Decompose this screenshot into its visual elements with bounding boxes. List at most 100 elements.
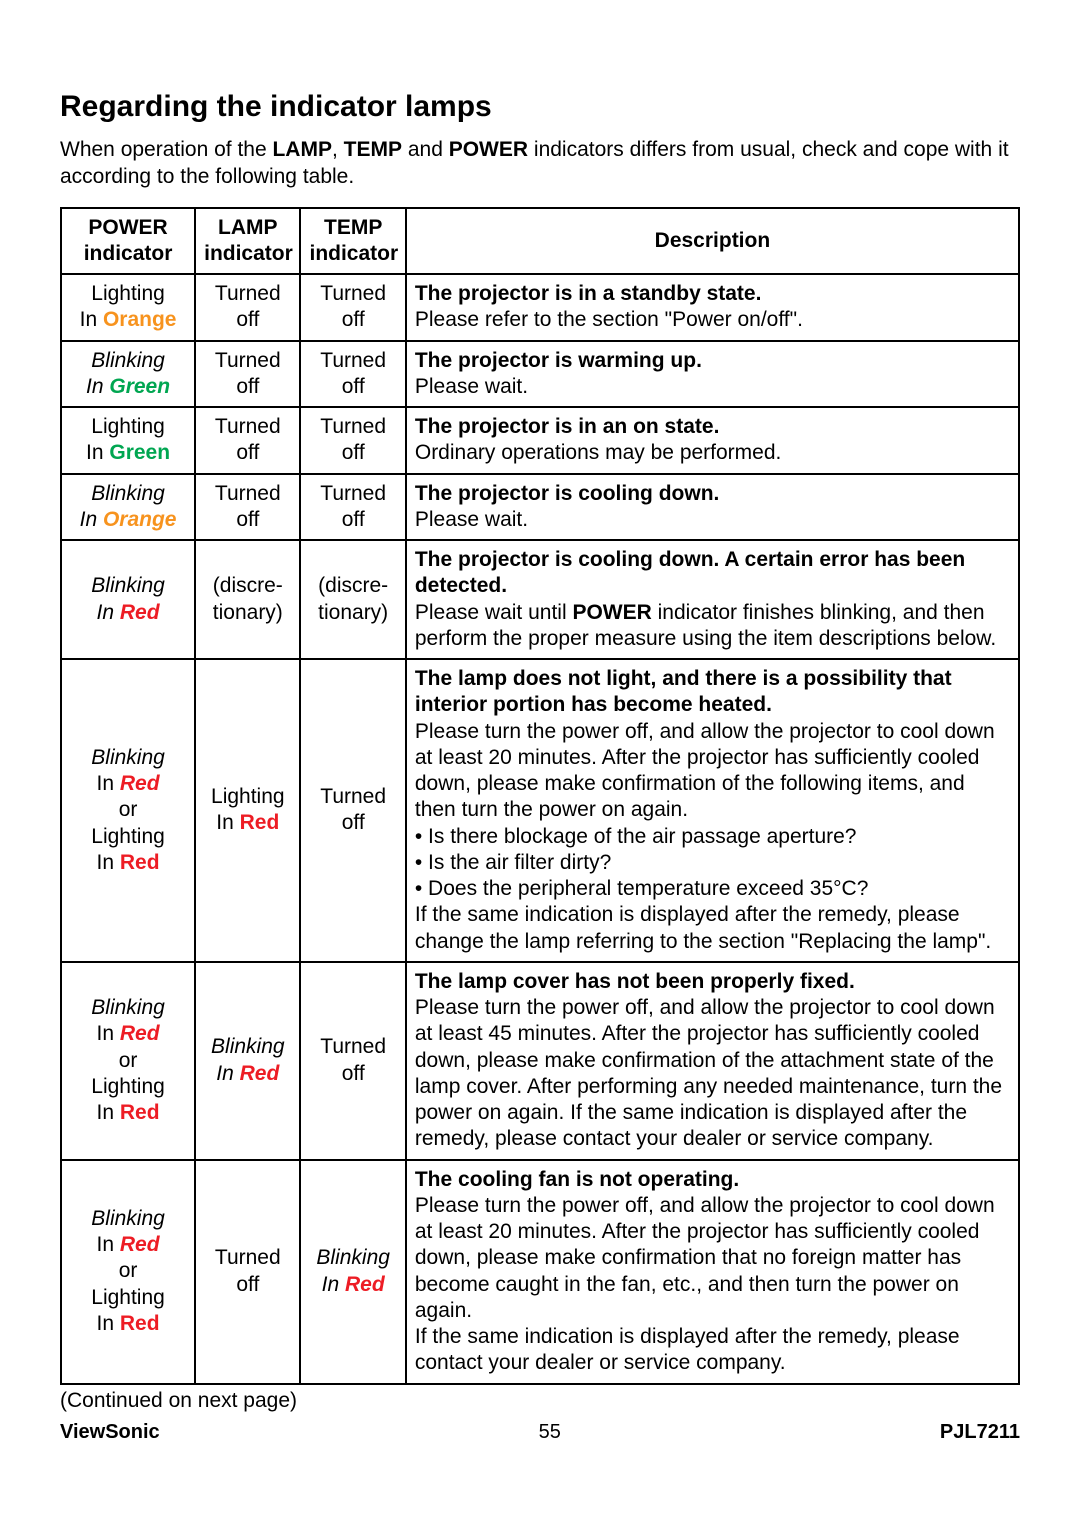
- power-state: Blinking: [91, 1207, 165, 1230]
- temp-cell: (discre-tionary): [300, 540, 405, 659]
- lamp-cell: Lighting In Red: [195, 659, 300, 962]
- lamp-cell: Blinking In Red: [195, 962, 300, 1160]
- power-color: Green: [109, 441, 170, 464]
- intro-text: When operation of the: [60, 138, 272, 161]
- power-color: Red: [120, 1233, 160, 1256]
- power-color: Red: [120, 851, 160, 874]
- power-state: Lighting: [91, 415, 165, 438]
- power-cell: Blinking In Red or Lighting In Red: [61, 962, 195, 1160]
- power-color: Red: [120, 1101, 160, 1124]
- power-state: Lighting: [91, 1286, 165, 1309]
- lamp-color: Red: [240, 1062, 280, 1085]
- power-color: Red: [120, 772, 160, 795]
- desc-text: Ordinary operations may be performed.: [415, 441, 782, 464]
- temp-cell: Turned off: [300, 274, 405, 341]
- desc-bold: The lamp cover has not been properly fix…: [415, 970, 855, 993]
- lamp-prefix: In: [216, 1062, 239, 1085]
- power-prefix: In: [97, 1233, 120, 1256]
- power-prefix: In: [97, 772, 120, 795]
- temp-cell: Turned off: [300, 474, 405, 541]
- power-prefix: In: [80, 508, 103, 531]
- power-color: Red: [120, 1312, 160, 1335]
- desc-bold: The projector is cooling down. A certain…: [415, 548, 965, 597]
- desc-text: Please turn the power off, and allow the…: [415, 1194, 995, 1375]
- power-cell: Lighting In Green: [61, 407, 195, 474]
- desc-bold: The lamp does not light, and there is a …: [415, 667, 952, 716]
- power-state: Lighting: [91, 825, 165, 848]
- lamp-cell: Turned off: [195, 341, 300, 408]
- description-cell: The cooling fan is not operating. Please…: [406, 1160, 1019, 1384]
- temp-cell: Turned off: [300, 659, 405, 962]
- intro-sep: and: [402, 138, 449, 161]
- temp-cell: Blinking In Red: [300, 1160, 405, 1384]
- power-cell: Blinking In Green: [61, 341, 195, 408]
- table-header-row: POWER indicator LAMP indicator TEMP indi…: [61, 208, 1019, 275]
- power-or: or: [119, 1259, 138, 1282]
- power-cell: Lighting In Orange: [61, 274, 195, 341]
- power-color: Green: [109, 375, 170, 398]
- intro-sep: ,: [332, 138, 344, 161]
- desc-bold: The cooling fan is not operating.: [415, 1168, 739, 1191]
- desc-text: Please refer to the section "Power on/of…: [415, 308, 803, 331]
- lamp-cell: Turned off: [195, 474, 300, 541]
- power-prefix: In: [97, 1101, 120, 1124]
- power-prefix: In: [86, 441, 109, 464]
- description-cell: The projector is cooling down. Please wa…: [406, 474, 1019, 541]
- table-row: Blinking In Green Turned off Turned off …: [61, 341, 1019, 408]
- temp-cell: Turned off: [300, 407, 405, 474]
- power-state: Blinking: [91, 996, 165, 1019]
- lamp-cell: Turned off: [195, 274, 300, 341]
- lamp-cell: Turned off: [195, 407, 300, 474]
- power-cell: Blinking In Orange: [61, 474, 195, 541]
- temp-state: Blinking: [316, 1246, 390, 1269]
- description-cell: The lamp cover has not been properly fix…: [406, 962, 1019, 1160]
- lamp-state: Blinking: [211, 1035, 285, 1058]
- power-cell: Blinking In Red: [61, 540, 195, 659]
- indicator-table: POWER indicator LAMP indicator TEMP indi…: [60, 207, 1020, 1385]
- header-power: POWER indicator: [61, 208, 195, 275]
- power-state: Blinking: [91, 349, 165, 372]
- power-prefix: In: [86, 375, 109, 398]
- header-lamp: LAMP indicator: [195, 208, 300, 275]
- table-row: Blinking In Orange Turned off Turned off…: [61, 474, 1019, 541]
- footer-brand: ViewSonic: [60, 1421, 160, 1444]
- power-or: or: [119, 1049, 138, 1072]
- desc-text: Please turn the power off, and allow the…: [415, 720, 995, 953]
- lamp-cell: Turned off: [195, 1160, 300, 1384]
- power-state: Blinking: [91, 746, 165, 769]
- intro-lamp: LAMP: [272, 138, 332, 161]
- desc-bold: The projector is in a standby state.: [415, 282, 762, 305]
- desc-text: Please wait.: [415, 375, 528, 398]
- power-prefix: In: [97, 601, 120, 624]
- lamp-state: Lighting: [211, 785, 285, 808]
- power-color: Orange: [103, 308, 177, 331]
- temp-prefix: In: [322, 1273, 345, 1296]
- footer-model: PJL7211: [940, 1421, 1020, 1444]
- power-prefix: In: [97, 1312, 120, 1335]
- desc-bold: The projector is cooling down.: [415, 482, 720, 505]
- intro-power: POWER: [449, 138, 528, 161]
- temp-cell: Turned off: [300, 962, 405, 1160]
- description-cell: The projector is in a standby state. Ple…: [406, 274, 1019, 341]
- header-temp: TEMP indicator: [300, 208, 405, 275]
- table-row: Blinking In Red or Lighting In Red Blink…: [61, 962, 1019, 1160]
- power-color: Orange: [103, 508, 177, 531]
- desc-power: POWER: [572, 601, 651, 624]
- power-prefix: In: [80, 308, 103, 331]
- desc-bold: The projector is in an on state.: [415, 415, 720, 438]
- footer-page-number: 55: [539, 1421, 561, 1444]
- lamp-color: Red: [240, 811, 280, 834]
- lamp-prefix: In: [216, 811, 239, 834]
- power-color: Red: [120, 1022, 160, 1045]
- description-cell: The projector is cooling down. A certain…: [406, 540, 1019, 659]
- power-prefix: In: [97, 851, 120, 874]
- desc-text: Please turn the power off, and allow the…: [415, 996, 1002, 1150]
- desc-pre: Please wait until: [415, 601, 573, 624]
- temp-cell: Turned off: [300, 341, 405, 408]
- intro-paragraph: When operation of the LAMP, TEMP and POW…: [60, 136, 1020, 191]
- lamp-cell: (discre-tionary): [195, 540, 300, 659]
- power-cell: Blinking In Red or Lighting In Red: [61, 1160, 195, 1384]
- description-cell: The projector is in an on state. Ordinar…: [406, 407, 1019, 474]
- intro-temp: TEMP: [344, 138, 402, 161]
- page-title: Regarding the indicator lamps: [60, 90, 1020, 124]
